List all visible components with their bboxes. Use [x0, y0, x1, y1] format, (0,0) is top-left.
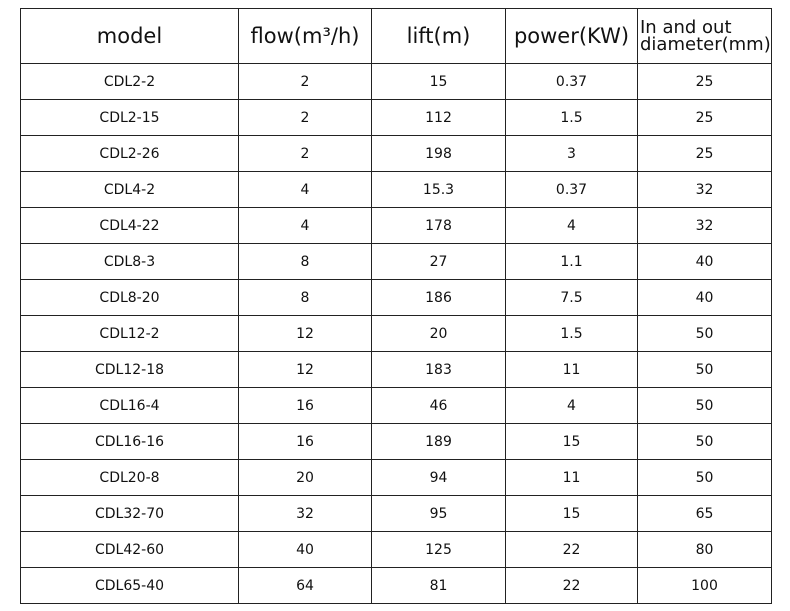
table-cell: 15: [505, 423, 638, 460]
table-body: CDL2-2 2 15 0.37 25 CDL2-15 2 112 1.5 25 CDL2-26 2 1…: [20, 63, 772, 604]
table-cell: CDL12-18: [20, 351, 239, 388]
table-cell: 40: [637, 243, 772, 280]
table-row: CDL8-3 8 27 1.1 40: [20, 243, 772, 280]
table-cell: 20: [238, 459, 372, 496]
table-cell: 12: [238, 351, 372, 388]
table-cell: 15: [371, 63, 506, 100]
table-row: CDL12-18 12 183 11 50: [20, 351, 772, 388]
table-cell: 112: [371, 99, 506, 136]
table-cell: CDL4-22: [20, 207, 239, 244]
table-cell: CDL2-15: [20, 99, 239, 136]
table-row: CDL8-20 8 186 7.5 40: [20, 279, 772, 316]
table-cell: 95: [371, 495, 506, 532]
table-cell: CDL4-2: [20, 171, 239, 208]
table-cell: 40: [637, 279, 772, 316]
table-cell: 40: [238, 531, 372, 568]
table-cell: 4: [505, 387, 638, 424]
table-cell: 4: [238, 171, 372, 208]
table-cell: 7.5: [505, 279, 638, 316]
table-cell: 80: [637, 531, 772, 568]
table-cell: 22: [505, 531, 638, 568]
table-cell: 16: [238, 423, 372, 460]
table-cell: 11: [505, 459, 638, 496]
table-cell: 183: [371, 351, 506, 388]
table-row: CDL2-2 2 15 0.37 25: [20, 63, 772, 100]
table-cell: 11: [505, 351, 638, 388]
table-row: CDL65-40 64 81 22 100: [20, 567, 772, 604]
table-cell: CDL8-3: [20, 243, 239, 280]
table-cell: 4: [505, 207, 638, 244]
table-cell: 16: [238, 387, 372, 424]
table-cell: 81: [371, 567, 506, 604]
table-cell: 2: [238, 99, 372, 136]
table-cell: 27: [371, 243, 506, 280]
table-cell: 100: [637, 567, 772, 604]
table-cell: 15.3: [371, 171, 506, 208]
table-cell: 15: [505, 495, 638, 532]
table-cell: 0.37: [505, 63, 638, 100]
table-cell: 186: [371, 279, 506, 316]
table-cell: CDL16-16: [20, 423, 239, 460]
table-cell: 64: [238, 567, 372, 604]
table-cell: 25: [637, 63, 772, 100]
table-cell: 32: [637, 171, 772, 208]
table-row: CDL4-2 4 15.3 0.37 32: [20, 171, 772, 208]
table-cell: 20: [371, 315, 506, 352]
table-cell: 50: [637, 351, 772, 388]
table-cell: CDL2-26: [20, 135, 239, 172]
table-cell: 50: [637, 423, 772, 460]
table-cell: 125: [371, 531, 506, 568]
table-row: CDL16-4 16 46 4 50: [20, 387, 772, 424]
table-cell: CDL16-4: [20, 387, 239, 424]
header-cell: flow(m³/h): [238, 8, 372, 64]
table-cell: CDL32-70: [20, 495, 239, 532]
table-cell: 50: [637, 387, 772, 424]
table-cell: 12: [238, 315, 372, 352]
table-cell: 32: [637, 207, 772, 244]
table-cell: CDL20-8: [20, 459, 239, 496]
table-cell: CDL65-40: [20, 567, 239, 604]
table-cell: 94: [371, 459, 506, 496]
table-row: CDL42-60 40 125 22 80: [20, 531, 772, 568]
table-cell: CDL42-60: [20, 531, 239, 568]
table-row: CDL32-70 32 95 15 65: [20, 495, 772, 532]
table-cell: 1.5: [505, 99, 638, 136]
table-row: CDL4-22 4 178 4 32: [20, 207, 772, 244]
table-row: CDL2-15 2 112 1.5 25: [20, 99, 772, 136]
table-row: CDL2-26 2 198 3 25: [20, 135, 772, 172]
table-row: CDL16-16 16 189 15 50: [20, 423, 772, 460]
table-cell: 25: [637, 99, 772, 136]
header-cell: In and out diameter(mm): [637, 8, 772, 64]
table-cell: 2: [238, 63, 372, 100]
table-row: CDL12-2 12 20 1.5 50: [20, 315, 772, 352]
table-cell: CDL8-20: [20, 279, 239, 316]
header-cell: lift(m): [371, 8, 506, 64]
table-cell: 198: [371, 135, 506, 172]
header-row: model flow(m³/h) lift(m) power(KW) In and ou…: [20, 8, 772, 64]
table-cell: 3: [505, 135, 638, 172]
table-cell: 1.1: [505, 243, 638, 280]
table-cell: 50: [637, 315, 772, 352]
header-cell: model: [20, 8, 239, 64]
table-cell: 8: [238, 243, 372, 280]
header-cell: power(KW): [505, 8, 638, 64]
table-cell: 50: [637, 459, 772, 496]
table-cell: 1.5: [505, 315, 638, 352]
spec-table: model flow(m³/h) lift(m) power(KW) In and ou…: [20, 8, 772, 604]
table-cell: 65: [637, 495, 772, 532]
table-cell: 2: [238, 135, 372, 172]
table-cell: 32: [238, 495, 372, 532]
table-cell: CDL2-2: [20, 63, 239, 100]
table-cell: 46: [371, 387, 506, 424]
table-cell: 0.37: [505, 171, 638, 208]
table-cell: 8: [238, 279, 372, 316]
table-cell: 178: [371, 207, 506, 244]
table-cell: 22: [505, 567, 638, 604]
table-row: CDL20-8 20 94 11 50: [20, 459, 772, 496]
table-cell: 25: [637, 135, 772, 172]
table-cell: 189: [371, 423, 506, 460]
table-cell: CDL12-2: [20, 315, 239, 352]
table-cell: 4: [238, 207, 372, 244]
